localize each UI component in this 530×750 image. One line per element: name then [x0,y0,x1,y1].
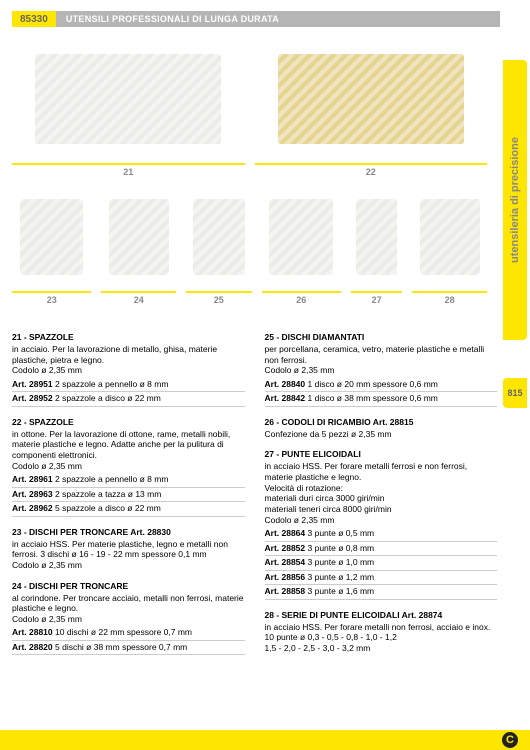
product-image [278,54,464,144]
figure-number: 22 [255,167,488,177]
content-columns: 21 - SPAZZOLE in acciaio. Per la lavorazi… [12,332,497,665]
section-title: 27 - PUNTE ELICOIDALI [265,449,498,459]
figure-number: 26 [262,295,341,305]
section-description: in acciaio HSS. Per forare metalli ferro… [265,461,498,525]
section-title: 22 - SPAZZOLE [12,417,245,427]
figure-number: 23 [12,295,91,305]
section-title: 28 - SERIE DI PUNTE ELICOIDALI Art. 2887… [265,610,498,620]
figure-28: 28 [412,183,487,293]
figure-number: 28 [412,295,487,305]
article-line: Art. 28858 3 punte ø 1,6 mm [265,585,498,599]
article-line: Art. 28810 10 dischi ø 22 mm spessore 0,… [12,626,245,640]
figure-number: 24 [101,295,176,305]
section-title: 21 - SPAZZOLE [12,332,245,342]
section-description: al corindone. Per troncare acciaio, meta… [12,593,245,625]
figure-22: 22 [255,35,488,165]
product-image [356,199,397,275]
section-title: 24 - DISCHI PER TRONCARE [12,581,245,591]
section-description: per porcellana, ceramica, vetro, materie… [265,344,498,376]
article-line: Art. 28963 2 spazzole a tazza ø 13 mm [12,488,245,502]
figure-25: 25 [186,183,251,293]
figure-24: 24 [101,183,176,293]
figure-26: 26 [262,183,341,293]
article-line: Art. 28961 2 spazzole a pennello ø 8 mm [12,473,245,487]
section-title: 23 - DISCHI PER TRONCARE Art. 28830 [12,527,245,537]
brand-icon: C [502,732,518,748]
product-image [35,54,221,144]
figure-number: 25 [186,295,251,305]
right-column: 25 - DISCHI DIAMANTATI per porcellana, ce… [265,332,498,665]
article-line: Art. 28840 1 disco ø 20 mm spessore 0,6 … [265,378,498,392]
article-line: Art. 28854 3 punte ø 1,0 mm [265,556,498,570]
product-section: 23 - DISCHI PER TRONCARE Art. 28830 in ac… [12,527,245,571]
product-image [20,199,84,275]
article-line: Art. 28952 2 spazzole a disco ø 22 mm [12,392,245,406]
section-description: in acciaio HSS. Per forare metalli non f… [265,622,498,654]
article-line: Art. 28856 3 punte ø 1,2 mm [265,571,498,585]
product-section: 25 - DISCHI DIAMANTATI per porcellana, ce… [265,332,498,407]
product-image [109,199,169,275]
product-section: 26 - CODOLI DI RICAMBIO Art. 28815 Confez… [265,417,498,440]
product-section: 28 - SERIE DI PUNTE ELICOIDALI Art. 2887… [265,610,498,654]
footer-bar: C [0,730,530,750]
section-title: 25 - DISCHI DIAMANTATI [265,332,498,342]
product-section: 27 - PUNTE ELICOIDALI in acciaio HSS. Per… [265,449,498,599]
section-description: in acciaio. Per la lavorazione di metall… [12,344,245,376]
left-column: 21 - SPAZZOLE in acciaio. Per la lavorazi… [12,332,245,665]
figure-23: 23 [12,183,91,293]
product-section: 24 - DISCHI PER TRONCARE al corindone. Pe… [12,581,245,656]
product-section: 22 - SPAZZOLE in ottone. Per la lavorazio… [12,417,245,517]
section-description: Confezione da 5 pezzi ø 2,35 mm [265,429,498,440]
section-description: in ottone. Per la lavorazione di ottone,… [12,429,245,472]
figure-number: 27 [351,295,402,305]
article-line: Art. 28852 3 punte ø 0,8 mm [265,542,498,556]
figure-number: 21 [12,167,245,177]
page-title: UTENSILI PROFESSIONALI DI LUNGA DURATA [56,11,500,27]
product-section: 21 - SPAZZOLE in acciaio. Per la lavorazi… [12,332,245,407]
catalog-code: 85330 [12,11,56,27]
figure-27: 27 [351,183,402,293]
images-grid: 2122 232425262728 [12,35,497,301]
header-bar: 85330 UTENSILI PROFESSIONALI DI LUNGA DU… [12,11,500,27]
section-title: 26 - CODOLI DI RICAMBIO Art. 28815 [265,417,498,427]
article-line: Art. 28962 5 spazzole a disco ø 22 mm [12,502,245,516]
page-number: 815 [503,378,527,408]
article-line: Art. 28951 2 spazzole a pennello ø 8 mm [12,378,245,392]
product-image [420,199,480,275]
article-line: Art. 28842 1 disco ø 38 mm spessore 0,6 … [265,392,498,406]
product-image [193,199,245,275]
section-description: in acciaio HSS. Per materie plastiche, l… [12,539,245,571]
article-line: Art. 28864 3 punte ø 0,5 mm [265,527,498,541]
article-line: Art. 28820 5 dischi ø 38 mm spessore 0,7… [12,641,245,655]
category-tab: utensileria di precisione [503,60,527,340]
product-image [269,199,333,275]
figure-21: 21 [12,35,245,165]
